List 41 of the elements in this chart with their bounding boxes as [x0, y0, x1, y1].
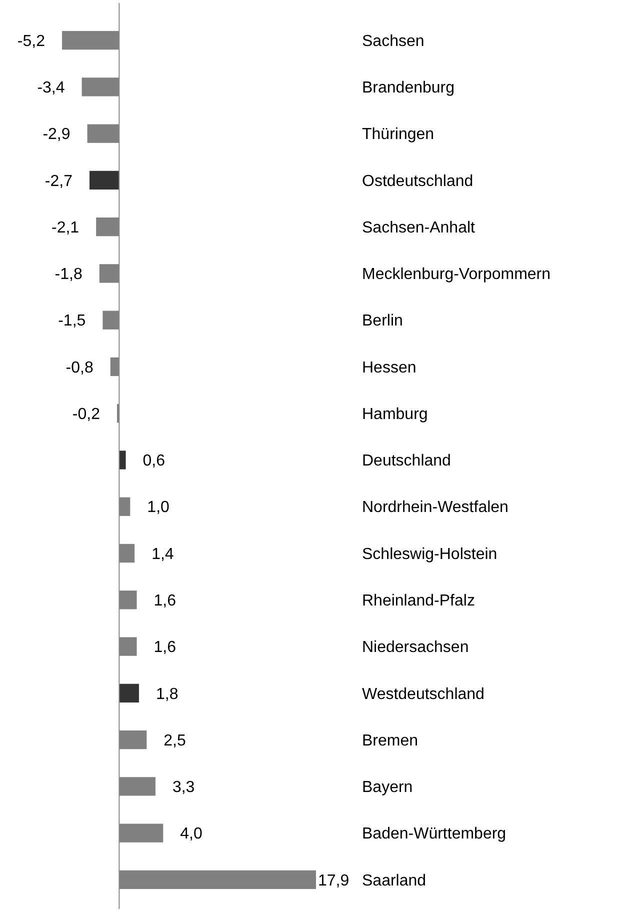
y-tick-label: Baden-Württemberg: [362, 826, 506, 843]
data-label: 1,0: [147, 499, 170, 516]
y-tick-label: Westdeutschland: [362, 686, 484, 703]
y-tick-label: Thüringen: [362, 126, 434, 144]
y-tick-label: Berlin: [362, 312, 403, 330]
data-label: -0,2: [72, 406, 100, 423]
data-label: 2,5: [164, 732, 186, 750]
data-label: 1,6: [154, 639, 176, 656]
y-tick-label: Brandenburg: [362, 80, 455, 97]
y-tick-label: Schleswig-Holstein: [362, 546, 498, 563]
data-label: 1,6: [154, 592, 176, 610]
y-tick-label: Mecklenburg-Vorpommern: [362, 266, 551, 284]
data-label: 0,6: [142, 452, 166, 470]
y-tick-label: Rheinland-Pfalz: [362, 592, 475, 610]
y-tick-label: Nordrhein-Westfalen: [362, 499, 508, 516]
data-label: 17,9: [318, 872, 350, 890]
bar: [89, 170, 120, 190]
data-label: 3,3: [172, 779, 195, 796]
data-label: -1,5: [58, 312, 86, 330]
data-label: -5,2: [17, 32, 46, 50]
y-tick-label: Ostdeutschland: [362, 172, 474, 190]
data-label: -2,1: [52, 219, 80, 236]
bar: [119, 450, 126, 470]
y-tick-label: Bayern: [362, 779, 413, 796]
y-tick-label: Bremen: [362, 732, 418, 750]
y-tick-label: Sachsen-Anhalt: [362, 219, 476, 236]
y-tick-label: Hamburg: [362, 406, 428, 423]
data-label: -2,9: [42, 126, 70, 144]
data-label: 4,0: [180, 826, 203, 843]
y-tick-label: Sachsen: [362, 32, 424, 50]
y-tick-label: Hessen: [362, 359, 416, 376]
data-label: -3,4: [37, 80, 65, 97]
data-label: 1,4: [152, 546, 174, 563]
y-tick-label: Deutschland: [362, 452, 451, 470]
data-label: -2,7: [44, 172, 73, 190]
data-label: -0,8: [66, 359, 94, 376]
bar: [119, 684, 139, 702]
data-label: 1,8: [156, 686, 178, 703]
data-label: -1,8: [54, 266, 82, 284]
y-tick-label: Niedersachsen: [362, 639, 469, 656]
y-tick-label: Saarland: [362, 872, 426, 890]
